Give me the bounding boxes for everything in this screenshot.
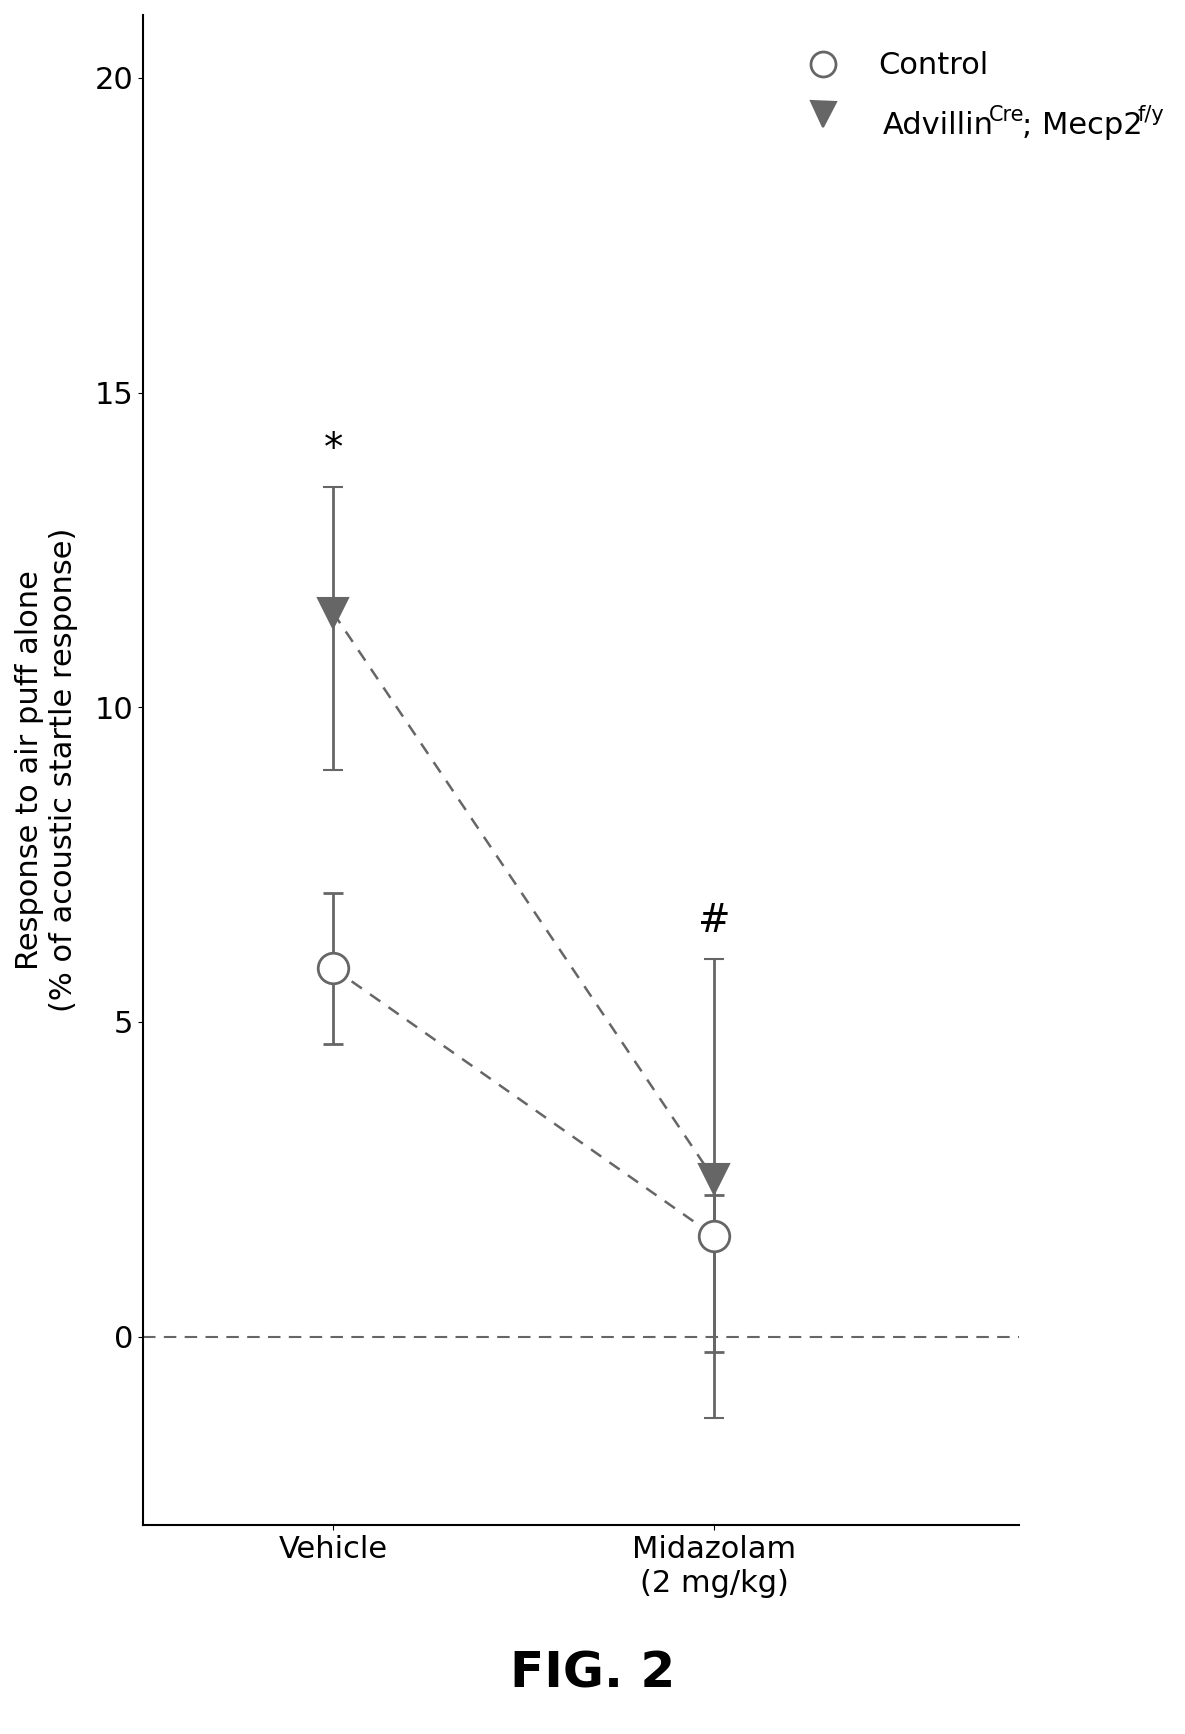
Text: Advillin: Advillin (883, 111, 994, 140)
Y-axis label: Response to air puff alone
(% of acoustic startle response): Response to air puff alone (% of acousti… (15, 527, 77, 1013)
Text: ; Mecp2: ; Mecp2 (1023, 111, 1144, 140)
Text: Cre: Cre (988, 106, 1024, 125)
Text: FIG. 2: FIG. 2 (510, 1649, 675, 1698)
Text: f/y: f/y (1138, 106, 1165, 125)
Text: #: # (698, 902, 730, 940)
Text: *: * (324, 430, 342, 468)
Legend: Control, : Control, (781, 40, 1001, 144)
